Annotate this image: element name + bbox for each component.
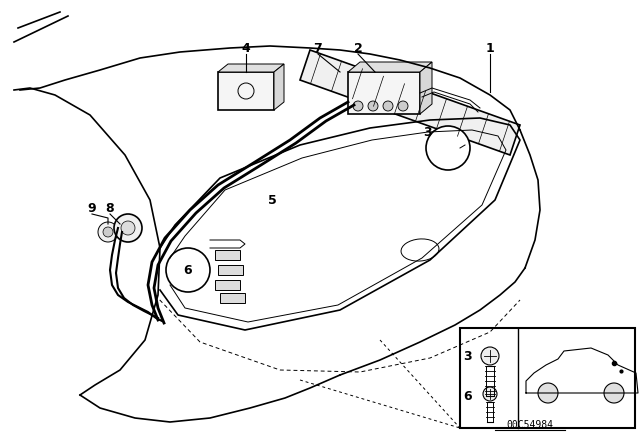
Text: 8: 8 <box>106 202 115 215</box>
Text: 6: 6 <box>184 263 192 276</box>
Circle shape <box>121 221 135 235</box>
Circle shape <box>98 222 118 242</box>
Circle shape <box>604 383 624 403</box>
Circle shape <box>426 126 470 170</box>
Text: 5: 5 <box>268 194 276 207</box>
Polygon shape <box>348 62 432 72</box>
Text: 3: 3 <box>424 125 432 138</box>
Text: 2: 2 <box>354 42 362 55</box>
Text: 1: 1 <box>486 42 494 55</box>
Polygon shape <box>300 50 520 155</box>
Text: 7: 7 <box>314 42 323 55</box>
Bar <box>218 72 274 110</box>
Text: 4: 4 <box>242 42 250 55</box>
Circle shape <box>353 101 363 111</box>
Bar <box>218 265 243 275</box>
Text: 00C54984: 00C54984 <box>506 420 554 430</box>
Circle shape <box>368 101 378 111</box>
Polygon shape <box>218 64 284 72</box>
Circle shape <box>103 227 113 237</box>
Text: 6: 6 <box>464 389 472 402</box>
Bar <box>348 72 420 114</box>
Bar <box>220 293 245 303</box>
Circle shape <box>114 214 142 242</box>
Bar <box>215 280 240 290</box>
Circle shape <box>481 347 499 365</box>
Text: 9: 9 <box>88 202 96 215</box>
Bar <box>460 328 635 428</box>
Polygon shape <box>274 64 284 110</box>
Circle shape <box>538 383 558 403</box>
Text: 3: 3 <box>464 349 472 362</box>
Bar <box>215 250 240 260</box>
Circle shape <box>383 101 393 111</box>
Circle shape <box>483 387 497 401</box>
Polygon shape <box>420 62 432 114</box>
Circle shape <box>398 101 408 111</box>
